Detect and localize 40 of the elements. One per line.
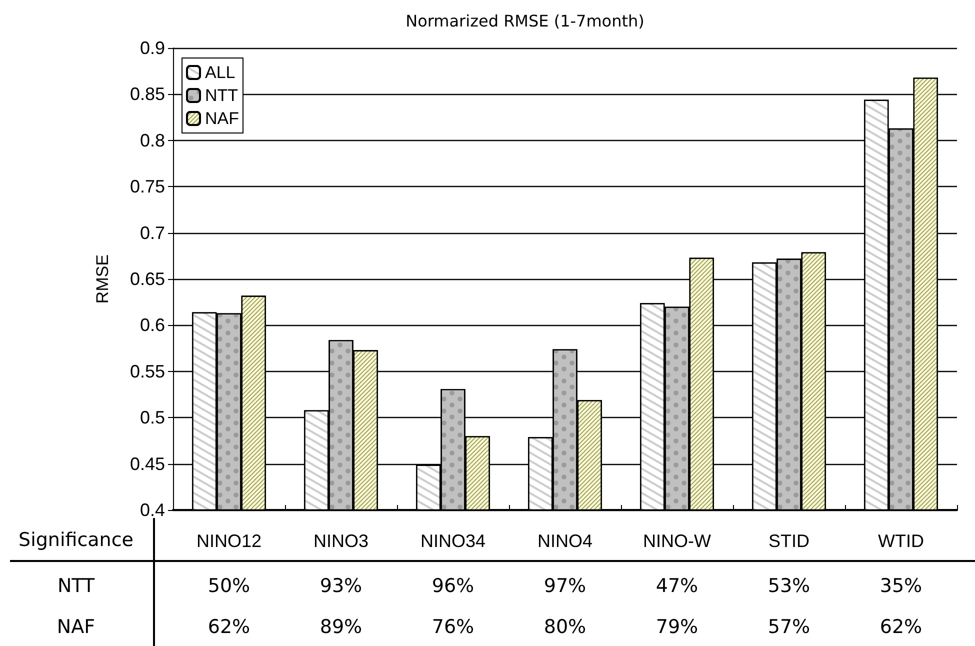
y-tick-label: 0.5 — [140, 408, 165, 428]
x-tick-label: WTID — [878, 531, 924, 551]
legend-label: ALL — [205, 63, 236, 82]
text: NTT — [57, 575, 95, 597]
y-tick-label: 0.6 — [140, 315, 165, 336]
x-tick-label: NINO4 — [537, 531, 593, 551]
y-tick-label: 0.65 — [130, 269, 165, 289]
text: 79% — [656, 616, 698, 638]
text: 93% — [320, 575, 362, 597]
text: 47% — [656, 575, 698, 597]
y-tick-label: 0.85 — [130, 84, 165, 104]
text: 97% — [544, 575, 586, 597]
text: 62% — [880, 616, 922, 638]
x-tick-label: NINO12 — [196, 531, 262, 551]
x-tick-label: STID — [768, 531, 810, 551]
x-tick-label: NINO3 — [313, 531, 369, 551]
text: 50% — [208, 575, 250, 597]
text: NAF — [56, 616, 96, 638]
y-tick-label: 0.45 — [130, 454, 165, 474]
y-tick-label: 0.9 — [140, 38, 165, 58]
text: 89% — [320, 616, 362, 638]
legend-label: NAF — [205, 109, 239, 128]
x-tick-label: NINO34 — [420, 531, 486, 551]
text: 76% — [432, 616, 474, 638]
y-tick-label: 0.4 — [140, 500, 165, 520]
chart-title: Normarized RMSE (1-7month) — [406, 12, 644, 30]
text: 53% — [768, 575, 810, 597]
text: 57% — [768, 616, 810, 638]
text: 62% — [208, 616, 250, 638]
y-tick-label: 0.7 — [140, 222, 165, 243]
y-axis-title: RMSE — [93, 254, 112, 304]
text: 96% — [432, 575, 474, 597]
text: 80% — [544, 616, 586, 638]
y-tick-label: 0.8 — [140, 130, 165, 150]
text: Significance — [18, 529, 134, 551]
x-tick-label: NINO-W — [643, 531, 711, 551]
y-tick-label: 0.75 — [130, 176, 165, 197]
legend-label: NTT — [205, 86, 238, 105]
y-tick-label: 0.55 — [130, 361, 165, 382]
text: 35% — [880, 575, 922, 597]
